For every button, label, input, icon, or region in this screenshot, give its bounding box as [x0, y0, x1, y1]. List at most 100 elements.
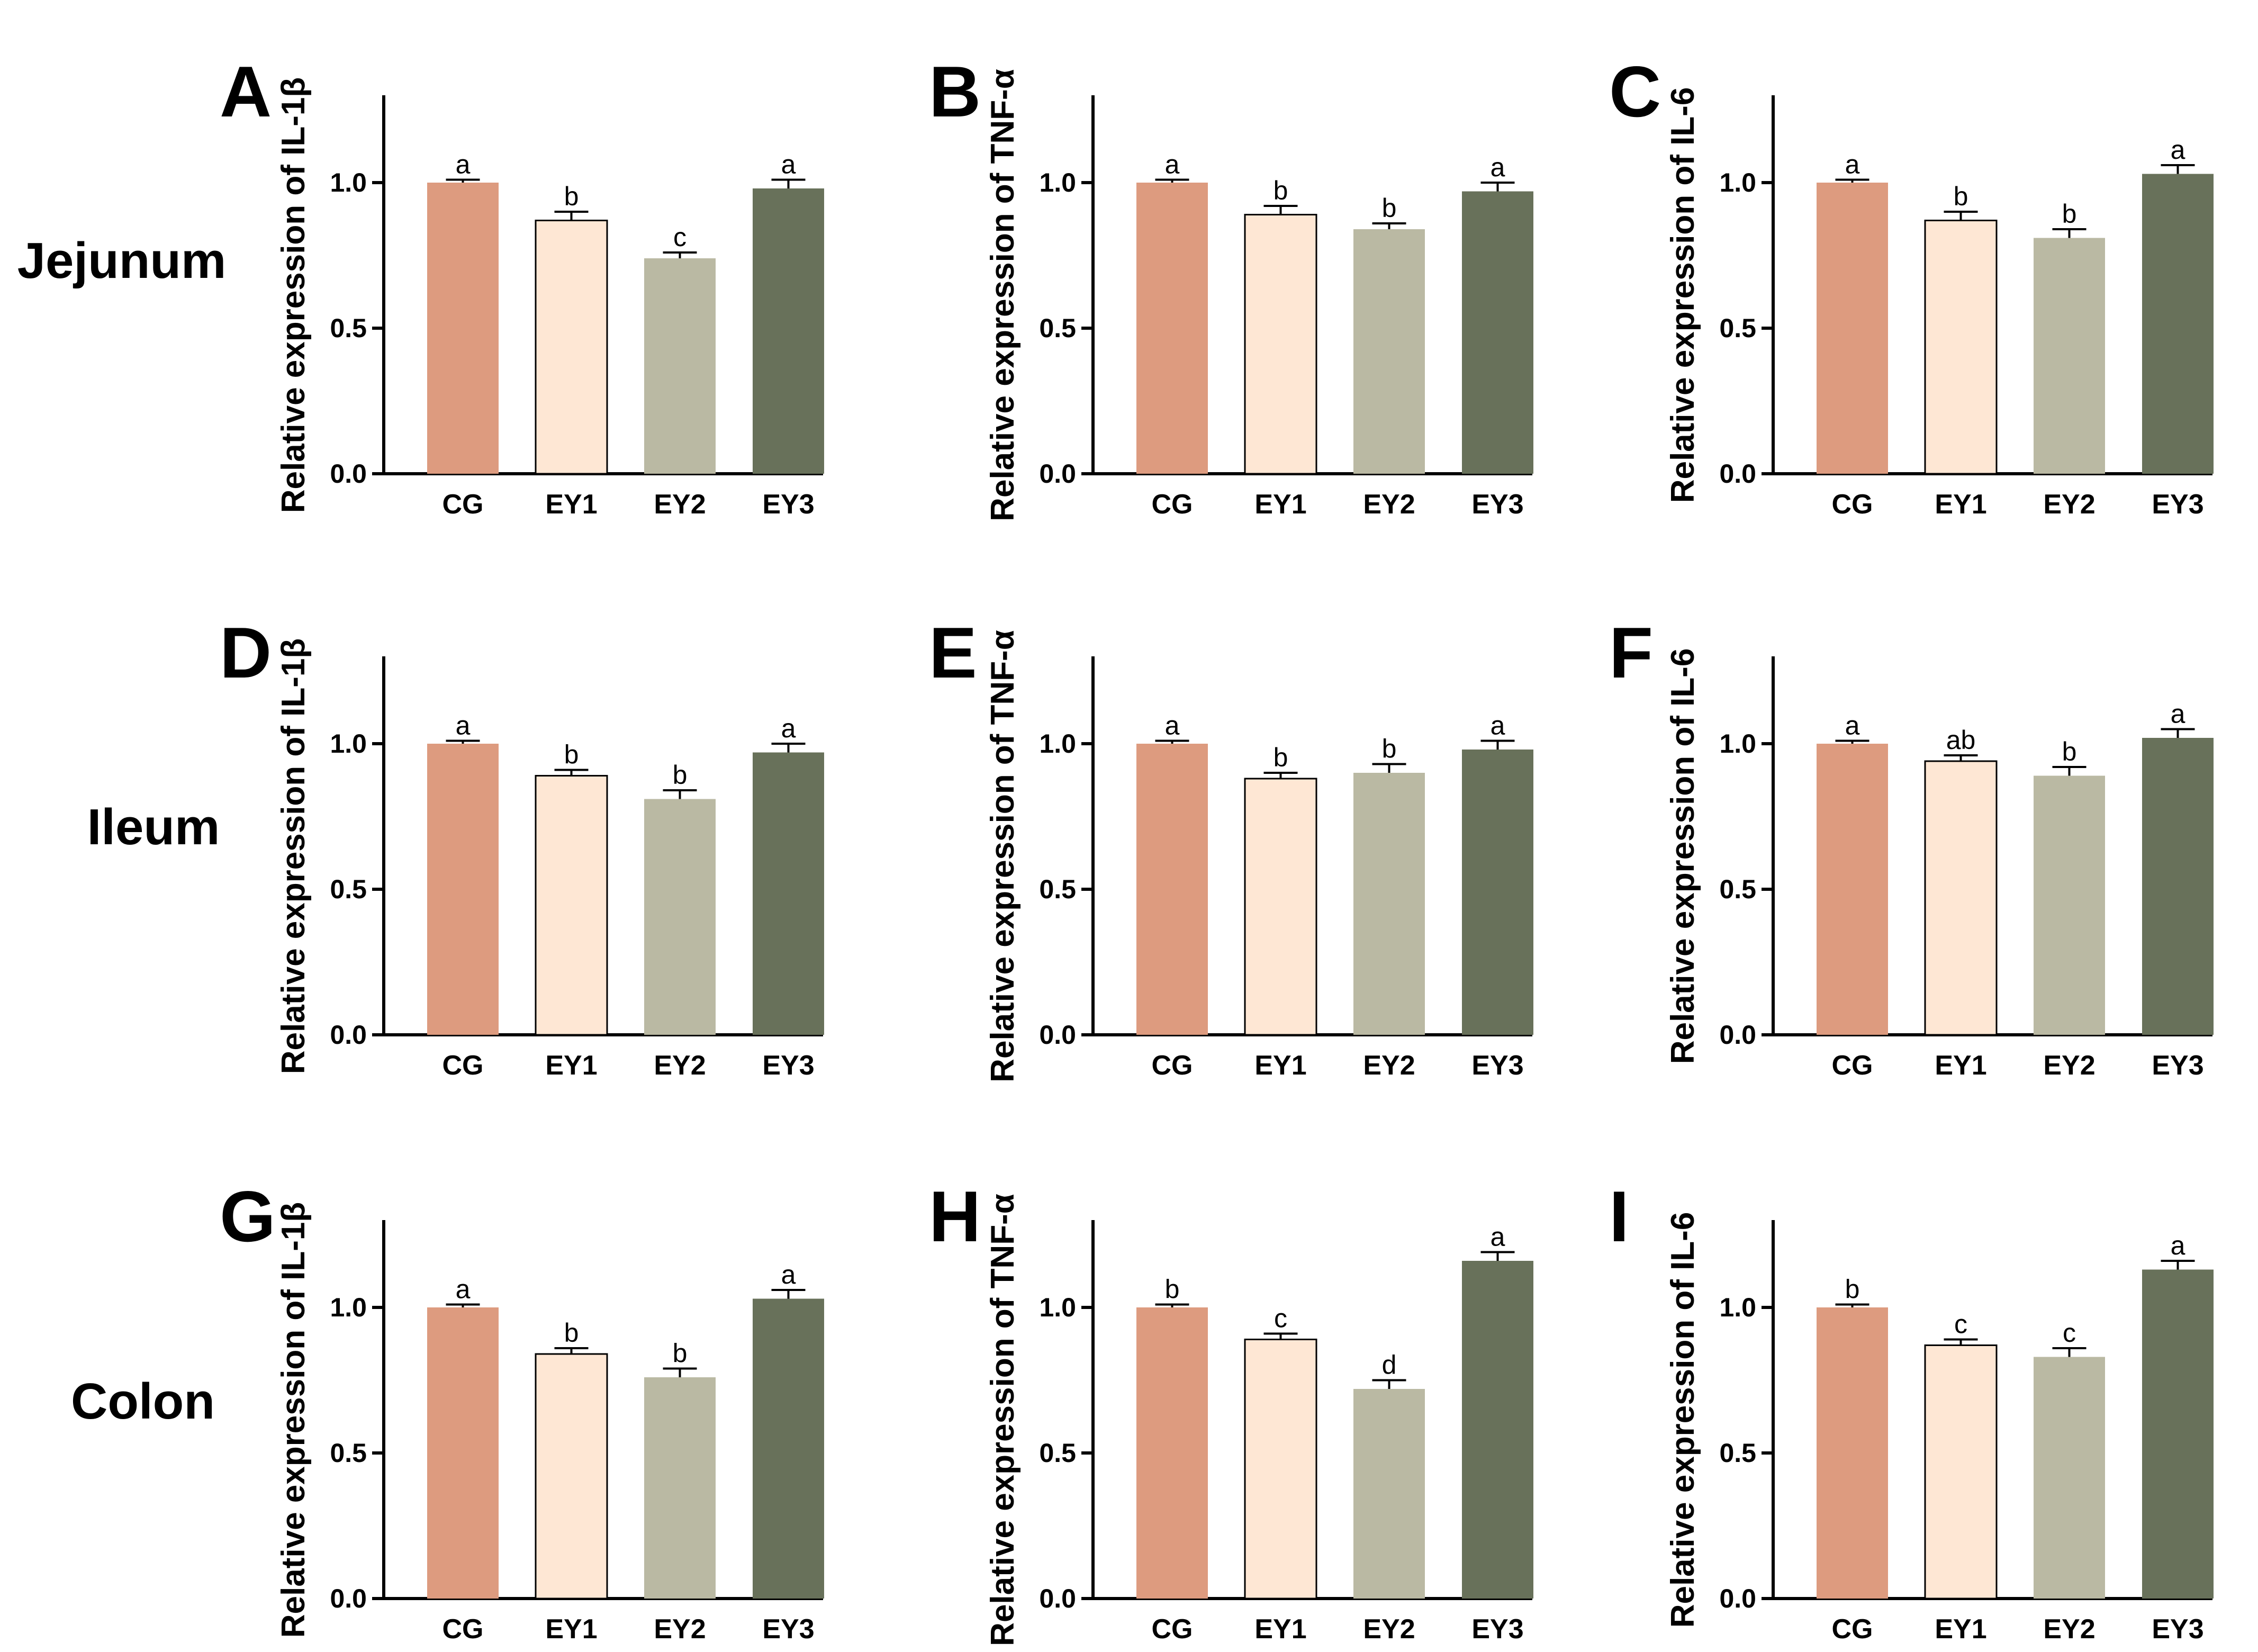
category-label: CG — [442, 489, 484, 520]
y-axis-title: Relative expression of IL-6 — [1665, 648, 1701, 1064]
y-tick-label: 1.0 — [330, 729, 367, 759]
row-label-ileum: Ileum — [87, 799, 220, 855]
y-axis-title: Relative expression of TNF-α — [985, 630, 1021, 1082]
significance-label: a — [2171, 699, 2185, 729]
significance-label: a — [1491, 152, 1505, 182]
y-axis-title: Relative expression of TNF-α — [985, 69, 1021, 521]
category-label: EY1 — [1254, 1050, 1306, 1081]
significance-label: b — [1165, 1275, 1180, 1304]
significance-label: a — [1165, 711, 1180, 741]
category-label: EY2 — [654, 1050, 706, 1081]
panel-a: A Relative expression of IL-1β 0.0 0.5 1.0 a C… — [220, 51, 824, 520]
category-label: EY1 — [1935, 489, 1986, 520]
significance-label: b — [564, 740, 579, 770]
bar-ey1 — [1924, 1344, 1998, 1600]
significance-label: b — [1845, 1275, 1860, 1304]
category-label: EY3 — [2152, 489, 2203, 520]
panel-letter: I — [1609, 1176, 1629, 1257]
bar-ey3 — [2142, 1269, 2214, 1599]
bar-ey2 — [1353, 229, 1425, 474]
row-label-jejunum: Jejunum — [17, 232, 227, 289]
significance-label: a — [781, 150, 796, 179]
category-label: EY1 — [1935, 1614, 1986, 1645]
bar-ey2 — [1353, 1389, 1425, 1599]
significance-label: c — [2063, 1318, 2076, 1348]
significance-label: b — [564, 1318, 579, 1348]
category-label: CG — [442, 1050, 484, 1081]
category-label: CG — [1152, 1614, 1193, 1645]
significance-label: b — [1382, 193, 1397, 223]
category-label: EY1 — [1254, 1614, 1306, 1645]
y-tick-label: 1.0 — [1719, 168, 1756, 197]
significance-label: a — [2171, 135, 2185, 165]
y-tick-label: 1.0 — [1039, 729, 1076, 759]
significance-label: b — [1273, 176, 1288, 205]
category-label: EY1 — [545, 1050, 597, 1081]
significance-label: a — [456, 711, 471, 741]
bar-cg — [1817, 1307, 1888, 1599]
bar-ey2 — [2034, 238, 2105, 474]
significance-label: c — [1954, 1310, 1967, 1339]
y-tick-label: 0.5 — [1039, 1438, 1076, 1468]
bar-cg — [1817, 183, 1888, 474]
significance-label: a — [1165, 150, 1180, 179]
panel-e: E Relative expression of TNF-α 0.0 0.5 1.0 a C… — [929, 612, 1533, 1082]
significance-label: c — [1274, 1304, 1287, 1333]
bar-ey2 — [644, 799, 716, 1035]
category-label: EY2 — [2043, 1050, 2095, 1081]
bar-ey3 — [2142, 738, 2214, 1035]
category-label: EY2 — [654, 1614, 706, 1645]
category-label: EY1 — [1254, 489, 1306, 520]
bar-ey1 — [1924, 220, 1998, 475]
panel-g: G Relative expression of IL-1β 0.0 0.5 1.0 a C… — [220, 1176, 824, 1645]
significance-label: b — [1954, 182, 1968, 211]
y-axis-title: Relative expression of IL-6 — [1665, 87, 1701, 503]
y-tick-label: 0.0 — [330, 1584, 367, 1613]
bar-ey2 — [1353, 773, 1425, 1035]
y-tick-label: 0.5 — [1719, 1438, 1756, 1468]
bar-ey3 — [753, 188, 824, 474]
row-label-colon: Colon — [71, 1373, 215, 1430]
significance-label: b — [1273, 743, 1288, 772]
y-tick-label: 0.0 — [1039, 1020, 1076, 1050]
y-tick-label: 0.5 — [1719, 313, 1756, 343]
y-axis-title: Relative expression of IL-1β — [275, 77, 312, 513]
bar-ey1 — [1924, 760, 1998, 1036]
category-label: EY1 — [1935, 1050, 1986, 1081]
panel-d: D Relative expression of IL-1β 0.0 0.5 1.0 a C… — [220, 612, 824, 1081]
panel-b: B Relative expression of TNF-α 0.0 0.5 1.0 a C… — [929, 51, 1533, 521]
bar-cg — [1136, 1307, 1208, 1599]
y-tick-label: 0.5 — [1039, 874, 1076, 904]
y-tick-label: 1.0 — [1719, 729, 1756, 759]
panel-i: I Relative expression of IL-6 0.0 0.5 1.0 b CG… — [1609, 1176, 2214, 1645]
significance-label: a — [456, 1275, 471, 1304]
chart-panels: A Relative expression of IL-1β 0.00.51.0aC… — [220, 51, 2214, 1646]
bar-ey3 — [753, 752, 824, 1035]
panel-letter: E — [929, 612, 977, 693]
panel-h: H Relative expression of TNF-α 0.0 0.5 1.0 b C… — [929, 1176, 1533, 1646]
category-label: EY2 — [1363, 1050, 1415, 1081]
category-label: CG — [1832, 489, 1873, 520]
bar-ey2 — [644, 1377, 716, 1599]
y-tick-label: 0.5 — [330, 874, 367, 904]
category-label: CG — [1832, 1050, 1873, 1081]
y-tick-label: 0.5 — [1039, 313, 1076, 343]
y-tick-label: 0.0 — [1719, 1584, 1756, 1613]
y-axis-title: Relative expression of IL-6 — [1665, 1212, 1701, 1628]
significance-label: a — [781, 714, 796, 743]
category-label: CG — [1832, 1614, 1873, 1645]
bar-ey1 — [535, 775, 608, 1036]
y-tick-label: 0.5 — [330, 1438, 367, 1468]
bar-ey1 — [1244, 1339, 1317, 1600]
category-label: EY1 — [545, 489, 597, 520]
bar-cg — [1817, 744, 1888, 1035]
significance-label: d — [1382, 1350, 1397, 1380]
significance-label: b — [2062, 737, 2077, 766]
significance-label: a — [1491, 711, 1505, 741]
bar-ey3 — [2142, 174, 2214, 474]
significance-label: a — [2171, 1231, 2185, 1260]
significance-label: b — [673, 1339, 688, 1368]
bar-ey1 — [1244, 778, 1317, 1036]
y-axis-title: Relative expression of TNF-α — [985, 1194, 1021, 1646]
